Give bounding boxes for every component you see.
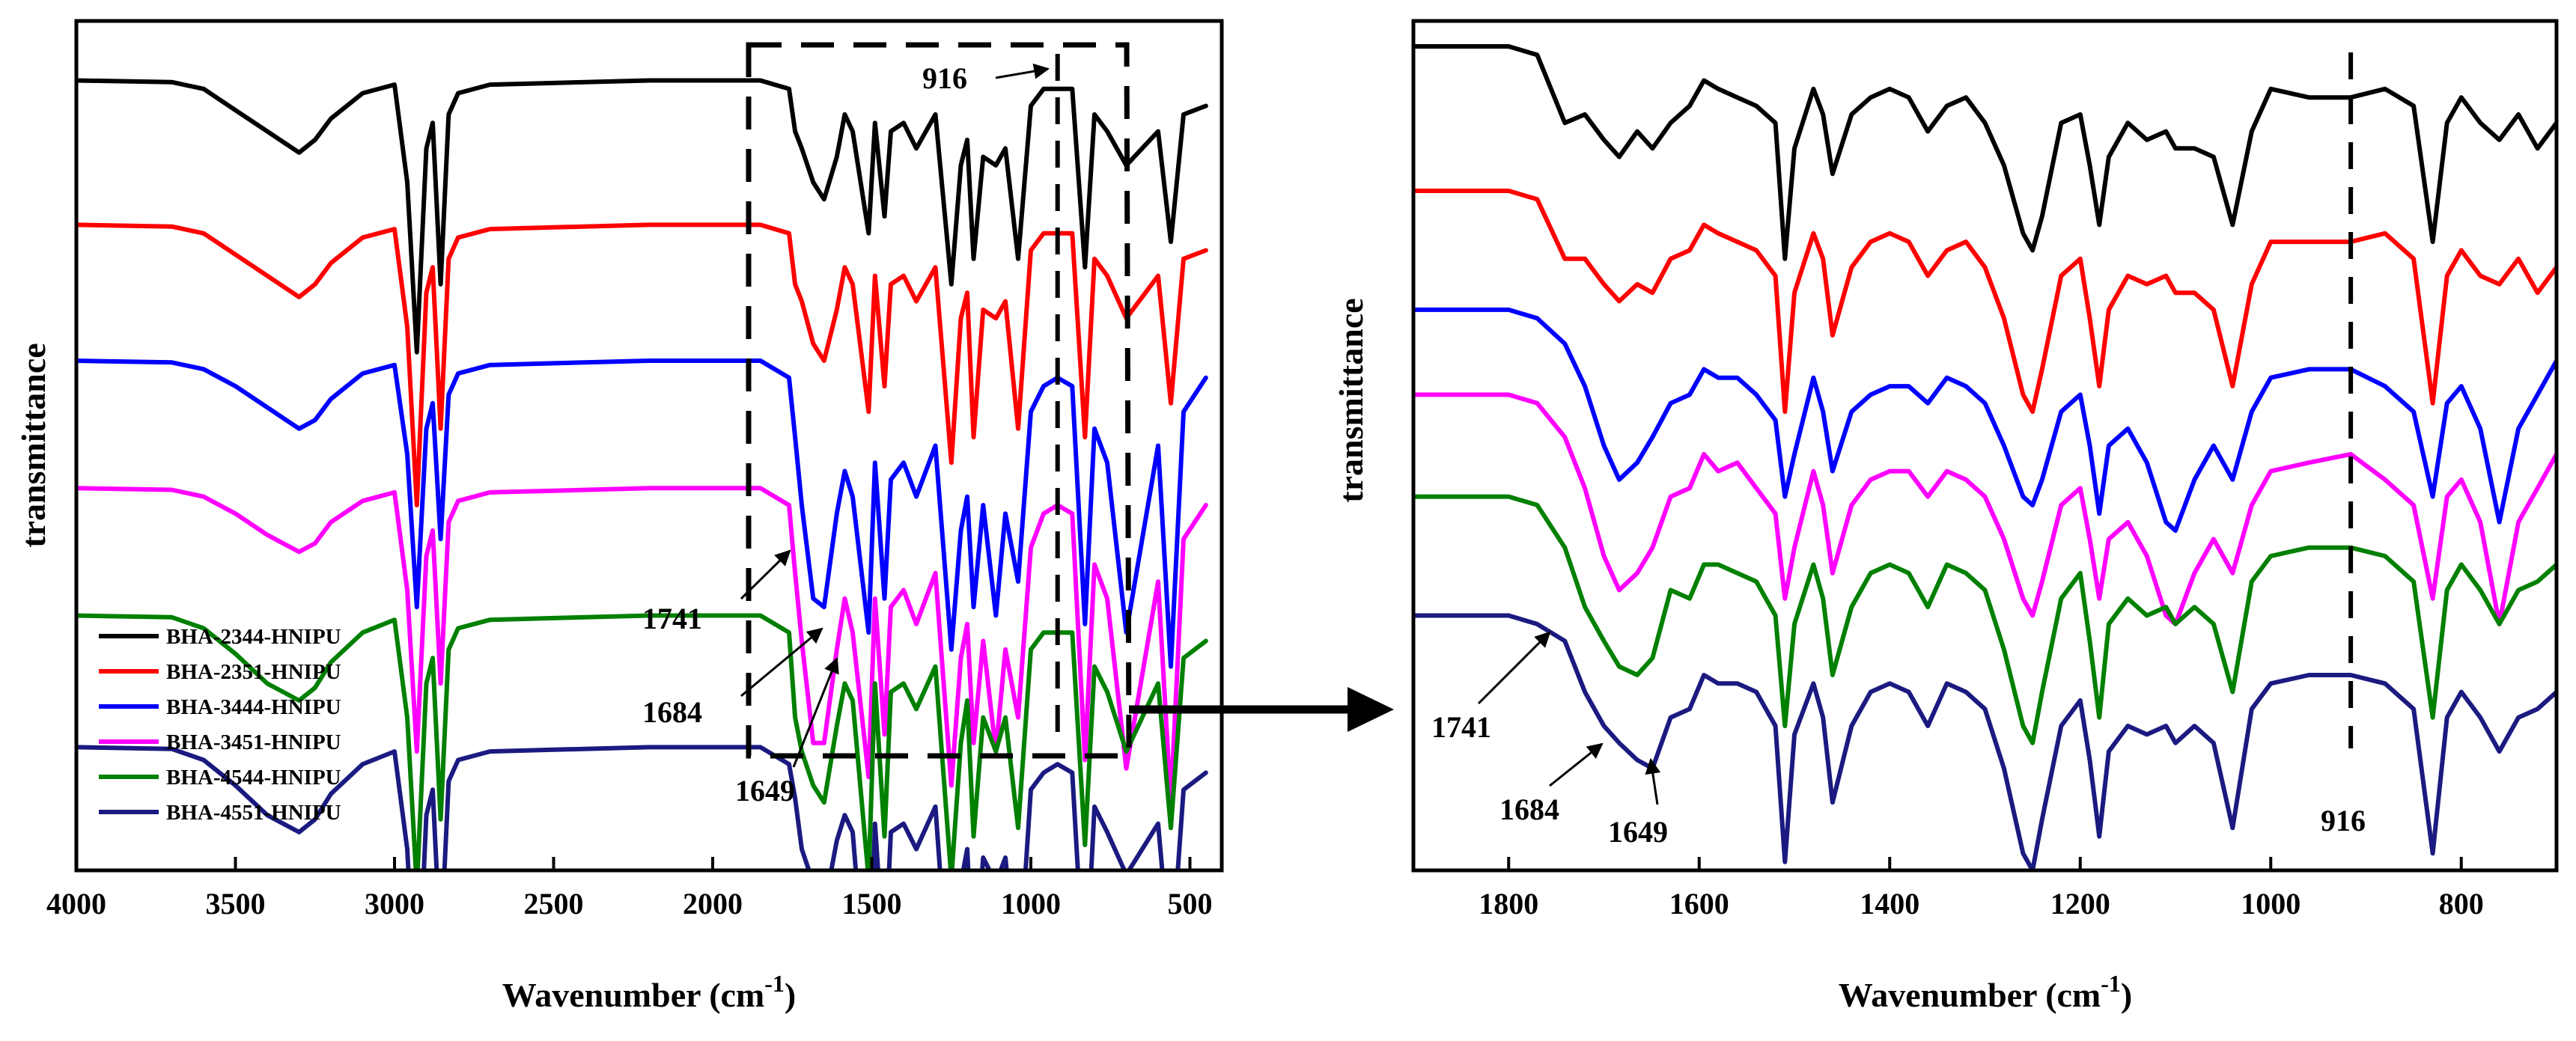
full-x-tick-label-500: 500: [1168, 887, 1213, 921]
arrow-1684-left: [740, 627, 823, 697]
label-1684-left: 1684: [642, 695, 702, 729]
zoomed-xlabel: Wavenumber (cm-1): [1839, 970, 2133, 1014]
legend-label-bha-2351-hnipu: BHA-2351-HNIPU: [166, 660, 341, 684]
full-x-tick-label-1000: 1000: [1001, 887, 1061, 921]
label-1649-right: 1649: [1608, 815, 1668, 849]
full-series-line-bha-4551-hnipu: [76, 745, 1208, 870]
label-1649-left: 1649: [735, 774, 795, 808]
full-x-tick-label-1500: 1500: [842, 887, 902, 921]
zoom-connector-arrowhead: [1348, 687, 1394, 732]
label-1741-left: 1741: [642, 602, 702, 635]
legend-label-bha-4551-hnipu: BHA-4551-HNIPU: [166, 801, 341, 825]
full-spectrum-plot-frame: [74, 19, 1224, 873]
legend-label-bha-2344-hnipu: BHA-2344-HNIPU: [166, 625, 341, 649]
zoom-series-line-bha-2351-hnipu: [1413, 189, 2557, 415]
zoom-x-tick-label-1000: 1000: [2241, 887, 2301, 921]
zoomed-plot-frame: [1411, 19, 2559, 873]
label-916-right: 916: [2321, 804, 2366, 837]
zoomed-series-group: [1413, 44, 2557, 870]
legend-label-bha-4544-hnipu: BHA-4544-HNIPU: [166, 766, 341, 790]
arrow-1649-left: [792, 657, 839, 768]
zoomed-xlabel-sup: -1: [2101, 970, 2121, 997]
zoomed-xlabel-main: Wavenumber (cm: [1839, 976, 2101, 1014]
zoom-series-line-bha-4551-hnipu: [1413, 613, 2557, 870]
full-spectrum-xlabel: Wavenumber (cm-1): [502, 970, 797, 1014]
arrow-1741-right: [1477, 631, 1551, 705]
label-1741-right: 1741: [1431, 710, 1491, 744]
full-series-line-bha-4544-hnipu: [76, 613, 1208, 870]
full-spectrum-xlabel-main: Wavenumber (cm: [502, 976, 765, 1014]
label-1684-right: 1684: [1499, 793, 1559, 826]
full-x-tick-label-3000: 3000: [365, 887, 424, 921]
full-spectrum-x-ticks: 4000 3500 3000 2500 2000 1500 1000 500: [46, 857, 1213, 921]
arrow-1649-right: [1645, 757, 1661, 805]
zoom-series-line-bha-2344-hnipu: [1413, 44, 2557, 261]
zoom-series-line-bha-4544-hnipu: [1413, 494, 2557, 745]
zoomed-x-ticks: 1800 1600 1400 1200 1000 800: [1479, 857, 2484, 921]
zoom-x-tick-label-1200: 1200: [2050, 887, 2110, 921]
full-x-tick-label-3500: 3500: [206, 887, 266, 921]
full-spectrum-ylabel: transmittance: [14, 343, 52, 547]
full-x-tick-label-4000: 4000: [46, 887, 106, 921]
full-spectrum-panel: 4000 3500 3000 2500 2000 1500 1000 500 transmit…: [14, 19, 1224, 1014]
zoomed-ylabel: transmittance: [1332, 298, 1370, 502]
arrow-1684-right: [1549, 742, 1604, 787]
full-spectrum-xlabel-sup: -1: [764, 970, 785, 997]
full-x-tick-label-2000: 2000: [683, 887, 743, 921]
full-series-line-bha-3444-hnipu: [76, 358, 1208, 669]
zoom-x-tick-label-1600: 1600: [1669, 887, 1729, 921]
full-series-line-bha-3451-hnipu: [76, 486, 1208, 805]
arrow-1741-left: [740, 549, 791, 600]
legend-label-bha-3444-hnipu: BHA-3444-HNIPU: [166, 695, 341, 719]
full-spectrum-series-group: [76, 78, 1208, 870]
legend: BHA-2344-HNIPU BHA-2351-HNIPU BHA-3444-HNI…: [99, 625, 341, 825]
full-series-line-bha-2344-hnipu: [76, 78, 1208, 355]
legend-label-bha-3451-hnipu: BHA-3451-HNIPU: [166, 730, 341, 754]
full-spectrum-xlabel-close: ): [785, 976, 796, 1014]
zoom-x-tick-label-1400: 1400: [1860, 887, 1919, 921]
zoom-x-tick-label-800: 800: [2439, 887, 2484, 921]
arrow-916-left: [995, 63, 1050, 79]
zoom-series-line-bha-3444-hnipu: [1413, 307, 2557, 533]
zoom-series-line-bha-3451-hnipu: [1413, 392, 2557, 626]
full-x-tick-label-2500: 2500: [524, 887, 584, 921]
zoom-region-box: [746, 42, 1132, 759]
zoomed-xlabel-close: ): [2121, 976, 2132, 1014]
zoomed-region-panel: 1800 1600 1400 1200 1000 800 transmittance Wa…: [1332, 19, 2559, 1014]
zoom-x-tick-label-1800: 1800: [1479, 887, 1538, 921]
full-series-line-bha-2351-hnipu: [76, 222, 1208, 507]
label-916-left: 916: [922, 61, 967, 95]
